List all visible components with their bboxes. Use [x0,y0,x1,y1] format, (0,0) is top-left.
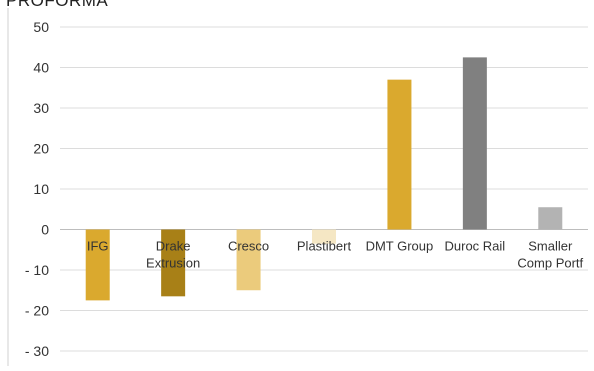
y-tick-label: 30 [33,100,49,116]
category-label: Duroc Rail [445,239,506,254]
bar [538,207,563,230]
bar [236,229,261,291]
y-tick-label: 40 [33,60,49,76]
y-tick-label: - 20 [25,303,49,319]
category-label: DMT Group [366,239,434,254]
bar [161,229,186,297]
category-label: Plastibert [297,239,352,254]
y-tick-label: - 10 [25,262,49,278]
y-tick-label: 10 [33,181,49,197]
category-label: Smaller Comp Portf [517,239,583,271]
chart-title: PROFORMA [6,0,109,10]
bar [312,229,336,244]
y-tick-label: 50 [33,19,49,35]
category-label: Drake Extrusion [146,239,200,271]
y-tick-label: 20 [33,141,49,157]
bar [387,79,412,230]
y-tick-label: - 30 [25,343,49,359]
bar [85,229,110,301]
y-tick-label: 0 [41,222,49,238]
bar [462,57,487,230]
category-label: IFG [87,239,109,254]
category-label: Cresco [228,239,269,254]
